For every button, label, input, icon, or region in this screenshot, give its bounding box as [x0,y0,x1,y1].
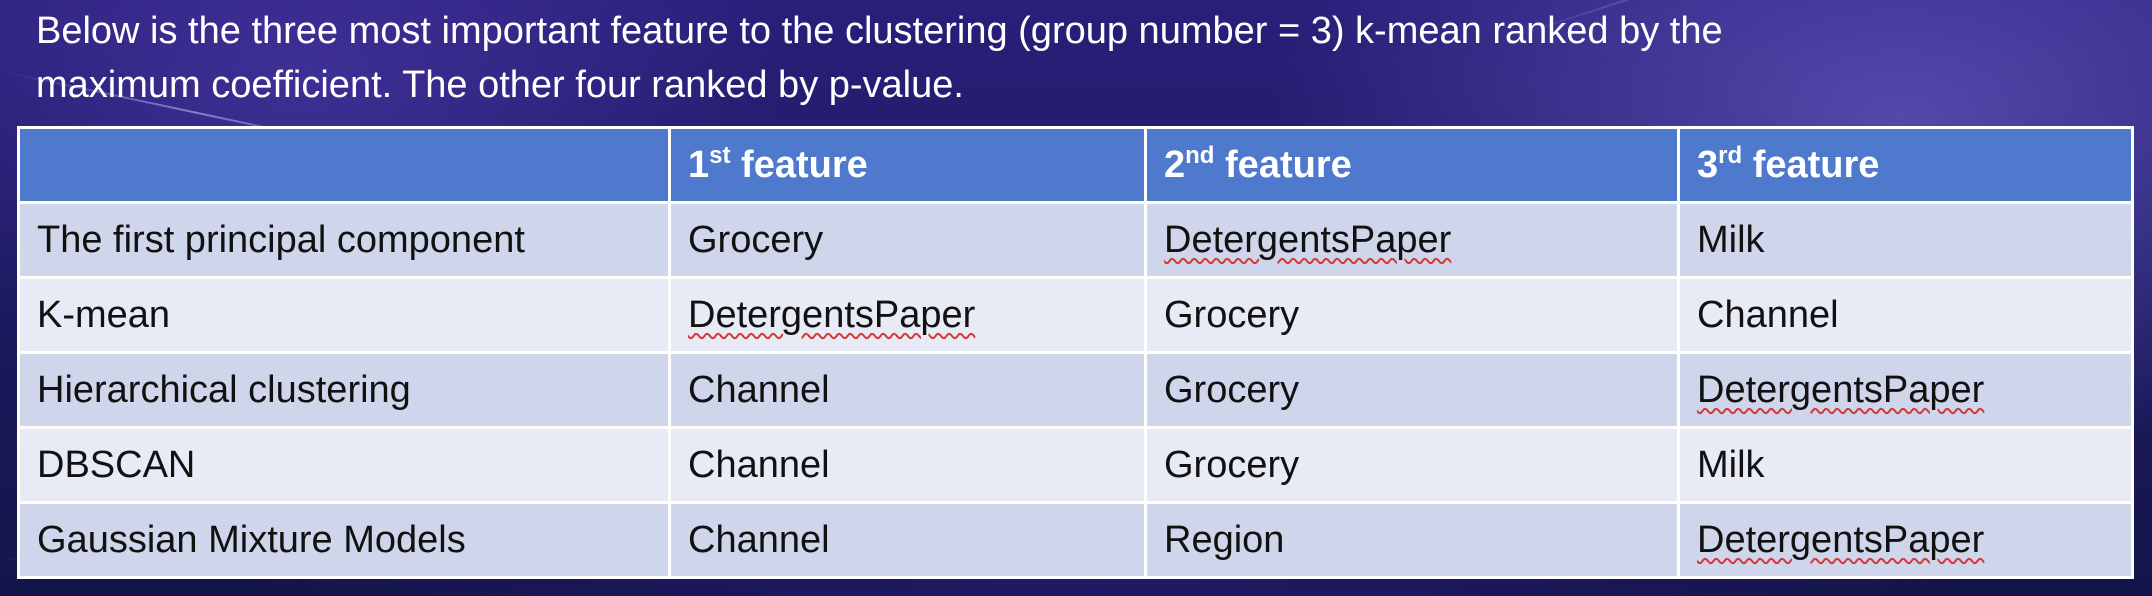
feature-3-cell: Milk [1677,426,2134,504]
feature-ranking-table-wrapper: 1st feature 2nd feature 3rd feature The … [17,126,2134,579]
table-header-row: 1st feature 2nd feature 3rd feature [17,126,2134,204]
feature-3-cell: Channel [1677,276,2134,354]
feature-1-cell: Channel [668,351,1147,429]
slide-caption: Below is the three most important featur… [36,4,2116,112]
feature-3-cell: DetergentsPaper [1677,351,2134,429]
table-row: Gaussian Mixture Models Channel Region D… [17,501,2134,579]
header-cell-method [17,126,671,204]
method-cell: The first principal component [17,201,671,279]
header-cell-feature-3: 3rd feature [1677,126,2134,204]
header-cell-feature-1: 1st feature [668,126,1147,204]
feature-2-cell: Region [1144,501,1680,579]
method-cell: DBSCAN [17,426,671,504]
feature-2-value: DetergentsPaper [1164,218,1452,261]
feature-3-value: DetergentsPaper [1697,518,1985,561]
method-cell: K-mean [17,276,671,354]
feature-1-cell: DetergentsPaper [668,276,1147,354]
table-row: Hierarchical clustering Channel Grocery … [17,351,2134,429]
feature-1-cell: Channel [668,501,1147,579]
feature-3-cell: DetergentsPaper [1677,501,2134,579]
table-row: DBSCAN Channel Grocery Milk [17,426,2134,504]
caption-line-1: Below is the three most important featur… [36,10,1723,52]
feature-2-cell: Grocery [1144,351,1680,429]
feature-1-cell: Channel [668,426,1147,504]
header-cell-feature-2: 2nd feature [1144,126,1680,204]
method-cell: Hierarchical clustering [17,351,671,429]
caption-line-2: maximum coefficient. The other four rank… [36,64,964,106]
feature-2-cell: DetergentsPaper [1144,201,1680,279]
feature-2-cell: Grocery [1144,426,1680,504]
feature-3-cell: Milk [1677,201,2134,279]
table-row: K-mean DetergentsPaper Grocery Channel [17,276,2134,354]
feature-3-value: DetergentsPaper [1697,368,1985,411]
feature-1-value: DetergentsPaper [688,293,976,336]
feature-2-cell: Grocery [1144,276,1680,354]
feature-1-cell: Grocery [668,201,1147,279]
feature-ranking-table: 1st feature 2nd feature 3rd feature The … [17,126,2134,579]
table-row: The first principal component Grocery De… [17,201,2134,279]
method-cell: Gaussian Mixture Models [17,501,671,579]
